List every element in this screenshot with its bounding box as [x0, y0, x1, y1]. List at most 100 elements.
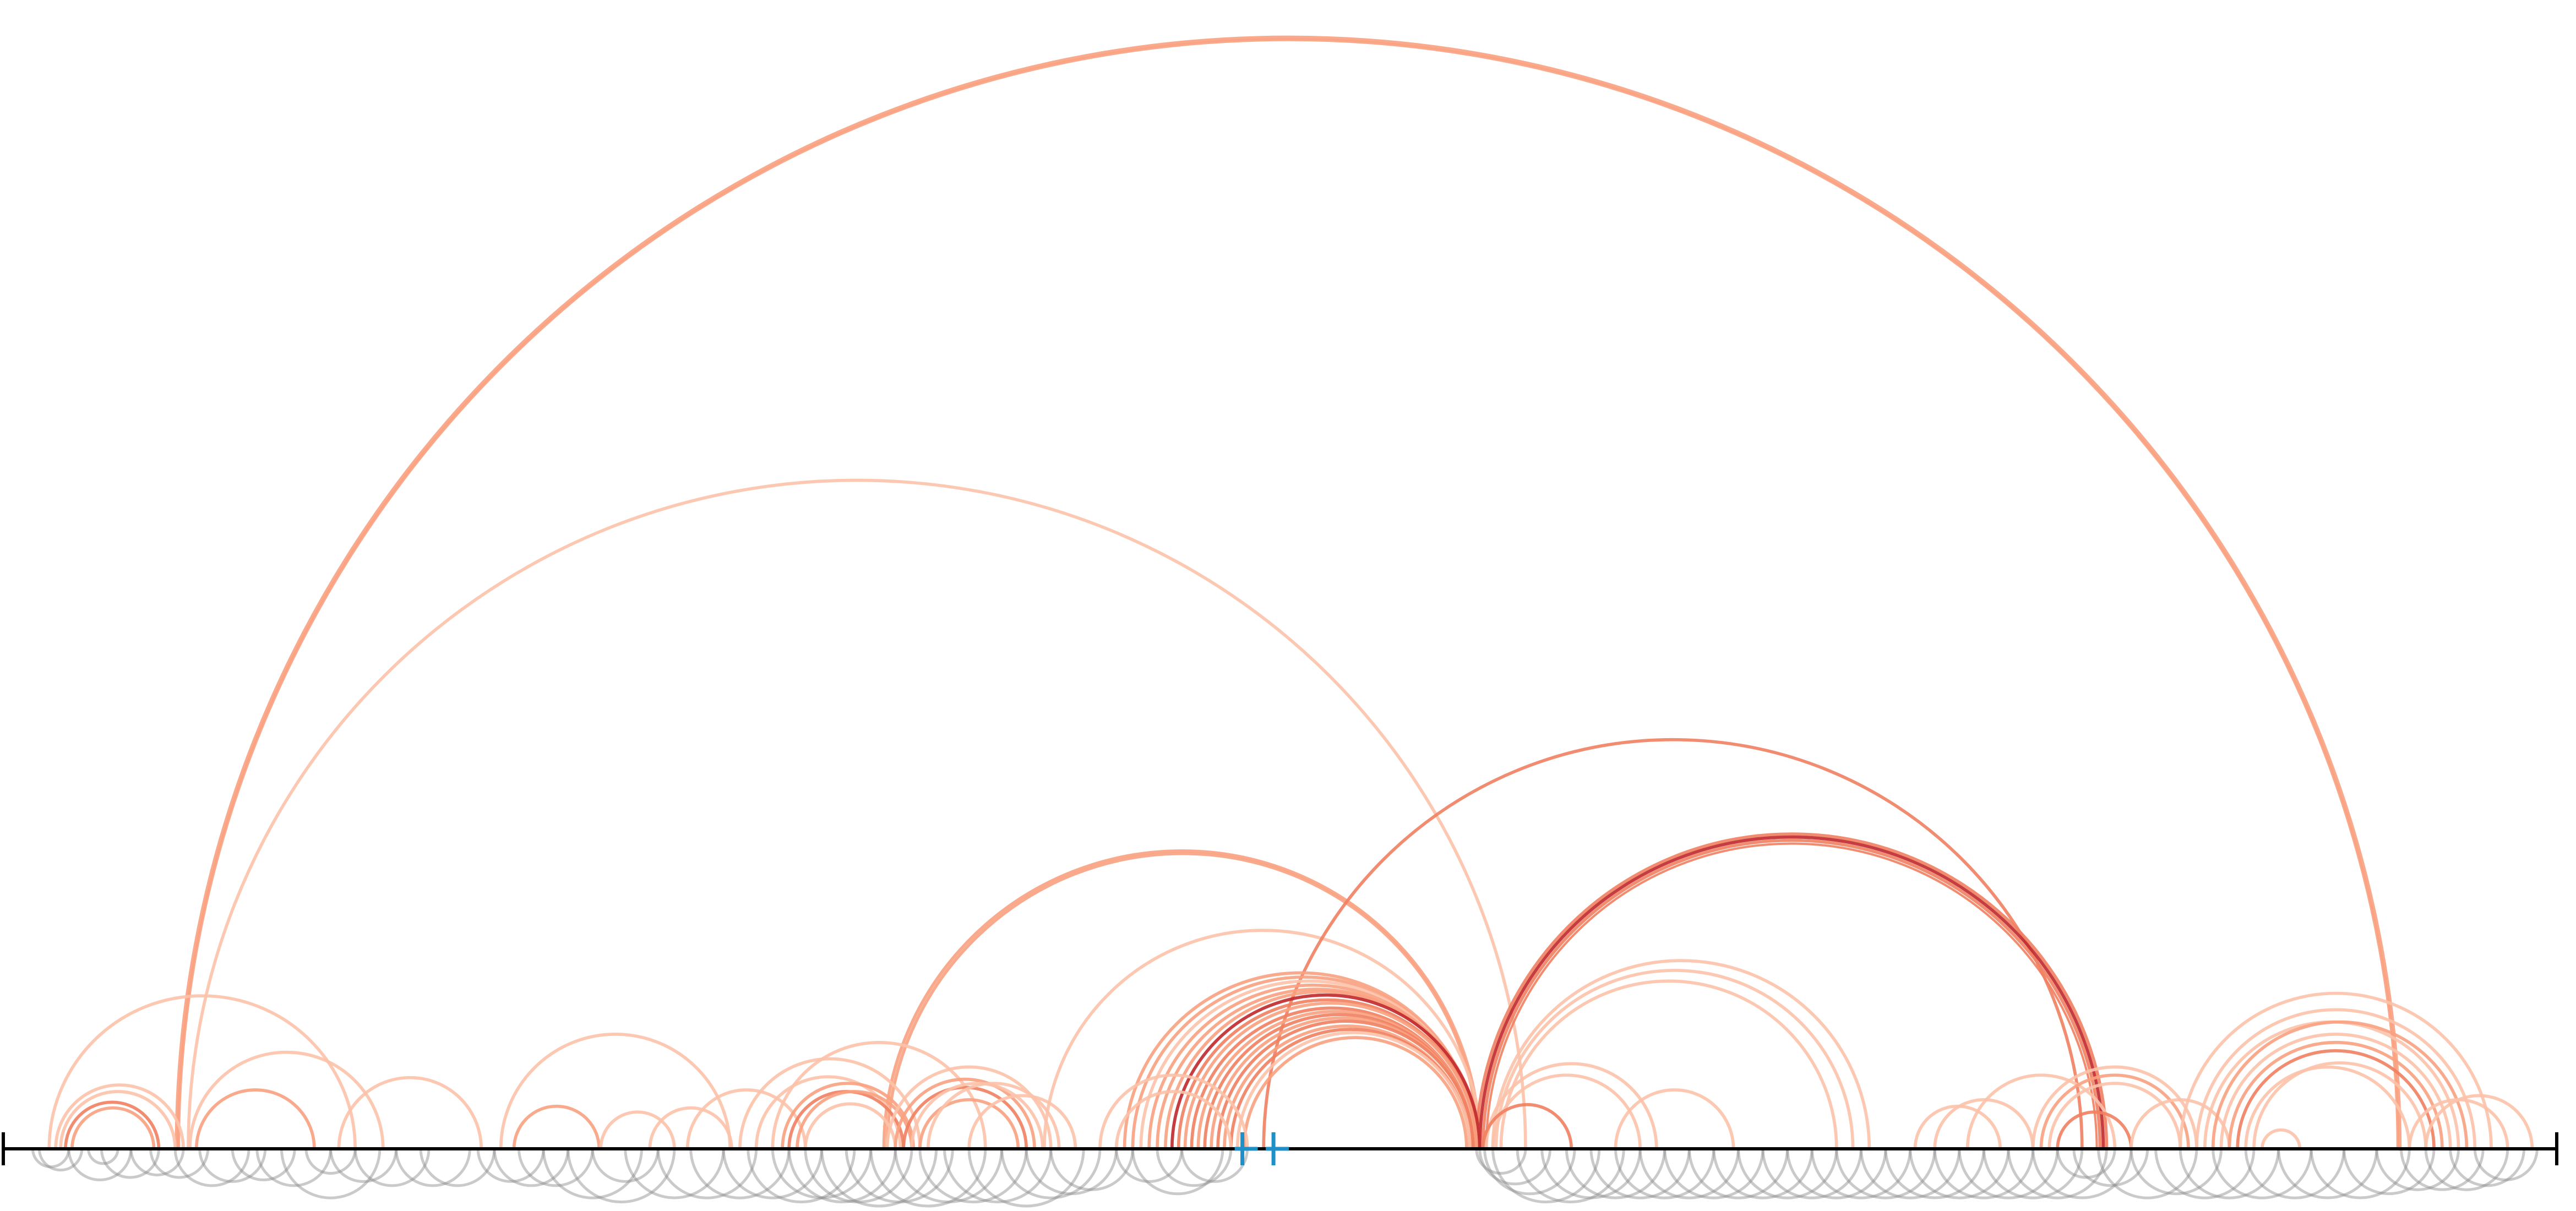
below-arc-41 — [1115, 1147, 1184, 1183]
below-arc-38 — [1000, 1147, 1102, 1199]
above-arc-9 — [1481, 838, 2102, 1150]
above-arc-82 — [2261, 1128, 2302, 1150]
markers-layer — [1234, 1132, 1289, 1165]
above-arc-50 — [685, 1088, 807, 1150]
below-arc-27 — [747, 1147, 856, 1204]
below-arc-4 — [100, 1147, 160, 1179]
below-arc-46 — [1478, 1147, 1552, 1185]
above-arc-4 — [885, 852, 1480, 1150]
below-arc-51 — [1565, 1147, 1666, 1199]
below-arc-40 — [1049, 1147, 1134, 1191]
above-arc-60 — [902, 1085, 1028, 1150]
above-arc-10 — [1485, 842, 2098, 1150]
below-arc-35 — [918, 1147, 1028, 1204]
below-arc-73 — [2097, 1147, 2198, 1199]
above-arc-48 — [599, 1110, 676, 1150]
below-arc-15 — [395, 1147, 471, 1187]
below-arc-58 — [1736, 1147, 1838, 1199]
below-arc-36 — [943, 1147, 1053, 1204]
below-arc-43 — [1156, 1147, 1233, 1187]
above-arc-71 — [2056, 1110, 2133, 1150]
below-arc-26 — [722, 1147, 824, 1199]
above-arc-69 — [2039, 1073, 2190, 1150]
above-arc-63 — [926, 1082, 1061, 1150]
above-arc-13 — [1499, 979, 1838, 1150]
below-arc-84 — [2424, 1147, 2509, 1191]
below-arc-53 — [1614, 1147, 1715, 1199]
above-arc-40 — [59, 1090, 177, 1150]
below-arc-66 — [1933, 1147, 2035, 1199]
above-arc-62 — [918, 1098, 1020, 1150]
above-arc-73 — [2179, 991, 2493, 1150]
below-arc-16 — [419, 1147, 496, 1187]
above-arc-38 — [47, 994, 357, 1150]
below-arc-0 — [31, 1147, 70, 1169]
above-arc-76 — [2211, 1020, 2469, 1150]
below-arc-52 — [1589, 1147, 1691, 1199]
below-arc-61 — [1810, 1147, 1912, 1199]
above-arc-78 — [2228, 1040, 2444, 1150]
below-arc-62 — [1835, 1147, 1936, 1199]
above-arc-31 — [1216, 1019, 1475, 1150]
below-arc-14 — [353, 1147, 431, 1187]
below-arc-1 — [37, 1147, 84, 1172]
below-arc-34 — [894, 1147, 1004, 1204]
above-arc-70 — [2047, 1082, 2182, 1150]
below-arc-67 — [1958, 1147, 2059, 1199]
below-arc-57 — [1712, 1147, 1813, 1199]
below-arc-6 — [149, 1147, 210, 1179]
below-arc-71 — [2056, 1147, 2116, 1179]
below-arc-55 — [1663, 1147, 1764, 1199]
below-arc-5 — [129, 1147, 185, 1176]
above-arc-84 — [2408, 1098, 2509, 1150]
above-arc-36 — [1098, 1073, 1249, 1150]
below-arc-32 — [845, 1147, 954, 1204]
below-arc-65 — [1909, 1147, 2010, 1199]
above-arc-6 — [1262, 738, 2084, 1150]
above-arc-65 — [1913, 1104, 2002, 1150]
above-arc-66 — [1933, 1098, 2035, 1150]
below-arc-12 — [304, 1147, 357, 1175]
above-arc-74 — [2195, 1008, 2477, 1150]
below-arc-76 — [2179, 1147, 2280, 1199]
below-arc-30 — [804, 1147, 913, 1204]
above-arc-42 — [70, 1106, 156, 1150]
below-arc-8 — [198, 1147, 267, 1183]
below-arc-83 — [2400, 1147, 2485, 1191]
above-arc-54 — [781, 1082, 915, 1150]
above-arc-5 — [1043, 929, 1483, 1150]
above-arc-57 — [803, 1102, 897, 1150]
above-arc-49 — [648, 1106, 733, 1150]
below-arc-82 — [2375, 1147, 2460, 1191]
below-arc-37 — [967, 1147, 1085, 1207]
below-arc-85 — [2449, 1147, 2526, 1187]
above-arc-47 — [512, 1104, 601, 1150]
above-arc-59 — [894, 1078, 1036, 1150]
above-arc-35 — [1242, 1035, 1468, 1150]
below-arc-21 — [567, 1147, 676, 1204]
above-arc-45 — [337, 1076, 483, 1150]
below-arc-19 — [518, 1147, 594, 1187]
below-arc-60 — [1786, 1147, 1887, 1199]
below-arc-80 — [2310, 1147, 2411, 1199]
below-arc-33 — [869, 1147, 987, 1208]
below-arc-59 — [1761, 1147, 1862, 1199]
above-arc-56 — [796, 1090, 913, 1150]
below-arc-75 — [2154, 1147, 2256, 1199]
below-arc-56 — [1687, 1147, 1789, 1199]
above-arc-16 — [1614, 1088, 1735, 1150]
above-arc-26 — [1183, 1001, 1478, 1150]
below-arc-69 — [2007, 1147, 2108, 1199]
below-arc-47 — [1483, 1147, 1576, 1196]
above-arc-2 — [187, 478, 1527, 1150]
above-arc-39 — [54, 1083, 185, 1150]
below-arc-77 — [2212, 1147, 2313, 1199]
below-arc-72 — [2072, 1147, 2149, 1187]
above-arc-34 — [1235, 1031, 1472, 1150]
above-arc-7 — [1477, 834, 2107, 1149]
below-arc-3 — [87, 1147, 119, 1165]
below-arc-81 — [2343, 1147, 2436, 1196]
below-arc-9 — [231, 1147, 296, 1181]
above-arc-79 — [2236, 1049, 2436, 1150]
